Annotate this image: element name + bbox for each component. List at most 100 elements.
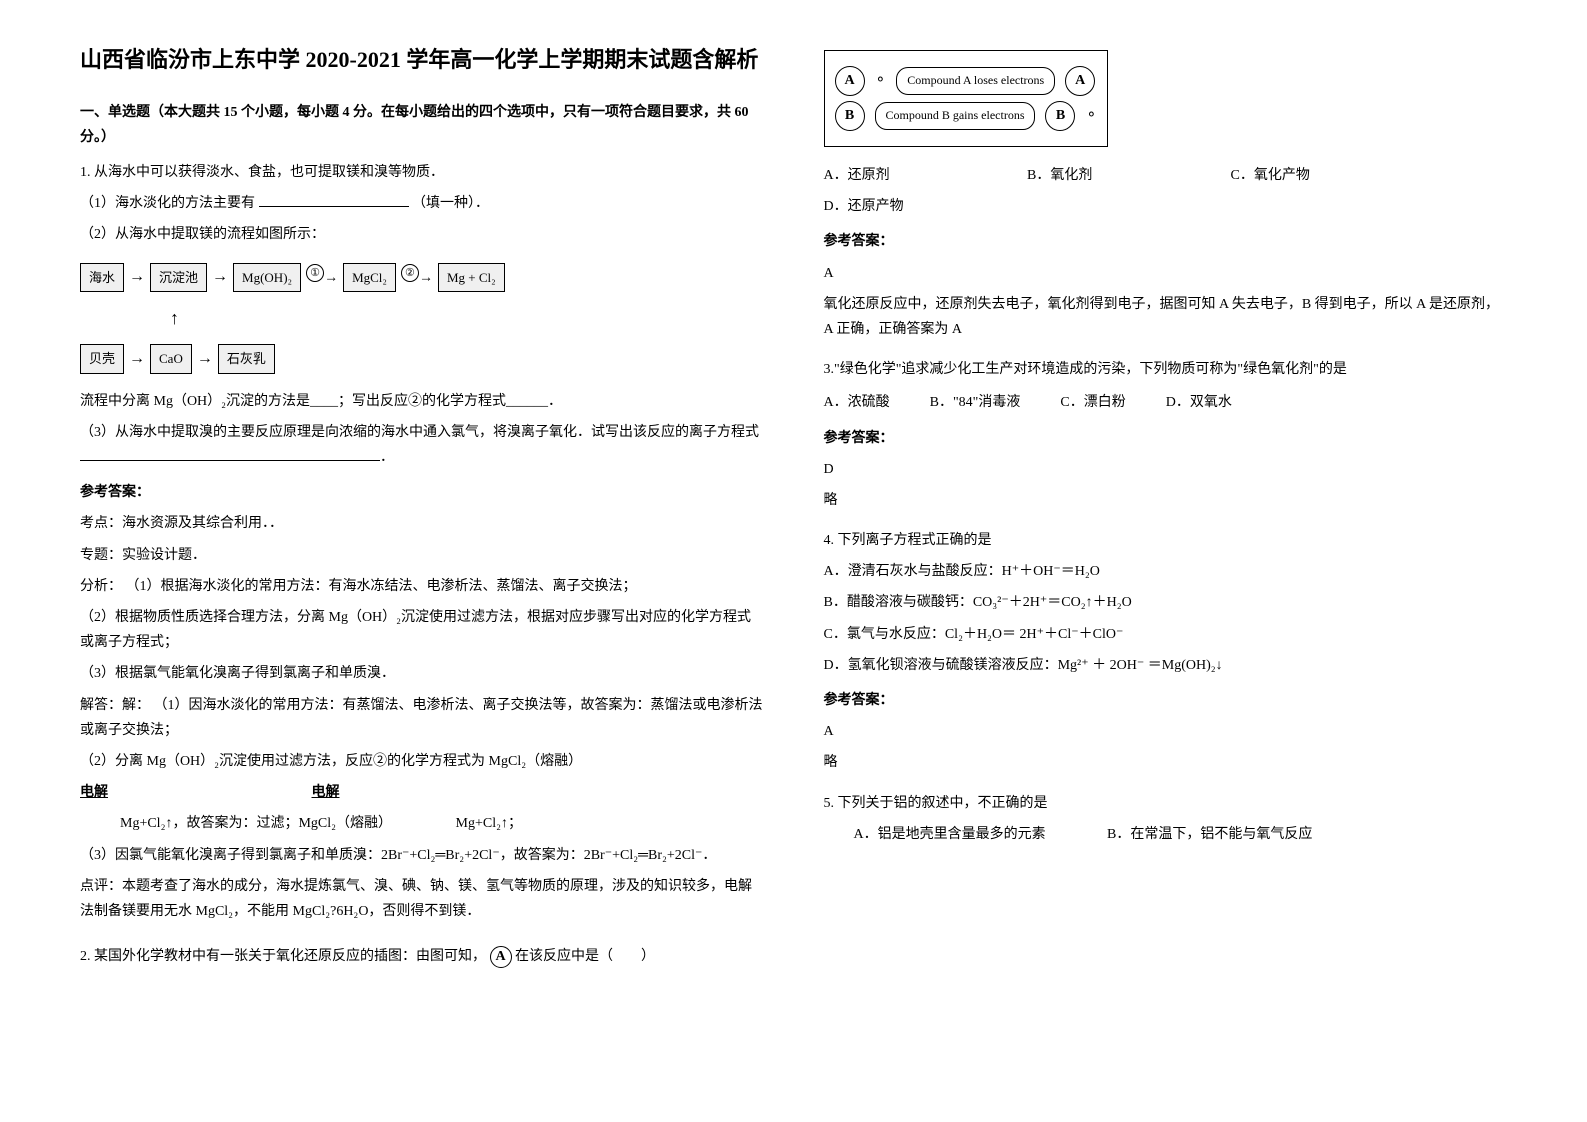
circle-1: ①→ — [306, 264, 338, 291]
q1-sub1-suffix: （填一种）． — [412, 196, 489, 211]
q2-opt-a: A．还原剂 — [824, 163, 1024, 188]
q1-solve1-text: （1）因海水淡化的常用方法：有蒸馏法、电渗析法、离子交换法等，故答案为：蒸馏法或… — [80, 698, 763, 738]
q3-options: A．浓硫酸 B．"84"消毒液 C．漂白粉 D．双氧水 — [824, 390, 1508, 415]
flow-box-lime: 石灰乳 — [218, 344, 275, 373]
q4-stem: 4. 下列离子方程式正确的是 — [824, 528, 1508, 553]
q4-answer: A — [824, 719, 1508, 744]
q4-opt-b: B．醋酸溶液与碳酸钙：CO₃²⁻＋2H⁺＝CO₂↑＋H₂O — [824, 590, 1508, 615]
redox-circle-a-right: A — [1065, 66, 1095, 96]
q4-opt-c: C．氯气与水反应：Cl₂＋H₂O＝ 2H⁺＋Cl⁻＋ClO⁻ — [824, 622, 1508, 647]
redox-circle-a-left: A — [835, 66, 865, 96]
flow-box-mg: Mg + Cl₂ — [438, 263, 505, 292]
q1-solve3: （3）因氯气能氧化溴离子得到氯离子和单质溴：2Br⁻+Cl₂═Br₂+2Cl⁻，… — [80, 843, 764, 868]
q3-answer: D — [824, 457, 1508, 482]
q2-answer-label: 参考答案： — [824, 229, 1508, 254]
flow-box-pond: 沉淀池 — [150, 263, 207, 292]
flow-box-seawater: 海水 — [80, 263, 124, 292]
redox-row-b: B Compound B gains electrons B ⚬ — [835, 101, 1098, 131]
flow-diagram: 海水 → 沉淀池 → Mg(OH)₂ ①→ MgCl₂ ②→ Mg + Cl₂ … — [80, 263, 764, 374]
arrow-icon: → — [197, 345, 213, 374]
electrolysis-1: 电解 — [80, 785, 108, 800]
q3-opt-d: D．双氧水 — [1166, 390, 1232, 415]
q1-solve1: 解答：解： （1）因海水淡化的常用方法：有蒸馏法、电渗析法、离子交换法等，故答案… — [80, 693, 764, 743]
compound-a-label: Compound A loses electrons — [896, 67, 1055, 95]
q3-answer-label: 参考答案： — [824, 426, 1508, 451]
circle-2: ②→ — [401, 264, 433, 291]
blank-line — [80, 460, 380, 461]
q1-sub1: （1）海水淡化的方法主要有 （填一种）． — [80, 191, 764, 216]
electrolysis-row: 电解 电解 — [80, 780, 764, 805]
q2-stem: 2. 某国外化学教材中有一张关于氧化还原反应的插图：由图可知， — [80, 949, 486, 964]
q1-sub3-text: （3）从海水中提取溴的主要反应原理是向浓缩的海水中通入氯气，将溴离子氧化．试写出… — [80, 425, 759, 440]
q1-analysis1-text: （1）根据海水淡化的常用方法：有海水冻结法、电渗析法、蒸馏法、离子交换法； — [126, 579, 637, 594]
left-column: 山西省临汾市上东中学 2020-2021 学年高一化学上学期期末试题含解析 一、… — [80, 40, 764, 975]
q3-opt-a: A．浓硫酸 — [824, 390, 890, 415]
flow-box-cao: CaO — [150, 344, 192, 373]
right-column: A ⚬ Compound A loses electrons A B Compo… — [824, 40, 1508, 975]
q3-opt-c: C．漂白粉 — [1060, 390, 1125, 415]
q4-opt-a: A．澄清石灰水与盐酸反应：H⁺＋OH⁻＝H₂O — [824, 559, 1508, 584]
q1-analysis2: （2）根据物质性质选择合理方法，分离 Mg（OH）₂沉淀使用过滤方法，根据对应步… — [80, 605, 764, 655]
q3-opt-b: B．"84"消毒液 — [930, 390, 1021, 415]
blank-line — [259, 206, 409, 207]
q5-stem: 5. 下列关于铝的叙述中，不正确的是 — [824, 791, 1508, 816]
flow-row-1: 海水 → 沉淀池 → Mg(OH)₂ ①→ MgCl₂ ②→ Mg + Cl₂ — [80, 263, 764, 292]
q2-options: A．还原剂 B．氧化剂 C．氧化产物 — [824, 163, 1508, 188]
q1-analysis1: 分析： （1）根据海水淡化的常用方法：有海水冻结法、电渗析法、蒸馏法、离子交换法… — [80, 574, 764, 599]
electron-icon: ⚬ — [875, 68, 887, 93]
redox-circle-b-right: B — [1045, 101, 1075, 131]
q1-topic: 考点：海水资源及其综合利用．． — [80, 511, 764, 536]
q2-stem-suffix: 在该反应中是（ ） — [515, 949, 655, 964]
arrow-icon: → — [129, 345, 145, 374]
q1-sub3: （3）从海水中提取溴的主要反应原理是向浓缩的海水中通入氯气，将溴离子氧化．试写出… — [80, 420, 764, 470]
q1-solve2-end: Mg+Cl₂↑； — [456, 816, 522, 831]
circle-label: ① — [306, 264, 324, 282]
q2-stem-row: 2. 某国外化学教材中有一张关于氧化还原反应的插图：由图可知， A 在该反应中是… — [80, 944, 764, 969]
q2-explanation: 氧化还原反应中，还原剂失去电子，氧化剂得到电子，据图可知 A 失去电子，B 得到… — [824, 292, 1508, 342]
up-arrow-icon: ↑ — [170, 302, 764, 334]
q5-opt-b: B．在常温下，铝不能与氧气反应 — [1107, 827, 1312, 842]
redox-circle-b-left: B — [835, 101, 865, 131]
q1-sub2-text: 流程中分离 Mg（OH）₂沉淀的方法是____；写出反应②的化学方程式_____… — [80, 389, 764, 414]
flow-row-2: 贝壳 → CaO → 石灰乳 — [80, 344, 764, 373]
redox-label-a: Compound A loses electrons — [896, 67, 1055, 95]
q3-explanation: 略 — [824, 488, 1508, 513]
arrow-icon: → — [212, 263, 228, 292]
q1-solve2-cont: Mg+Cl₂↑，故答案为：过滤；MgCl₂（熔融） Mg+Cl₂↑； — [80, 811, 764, 836]
compound-b-label: Compound B gains electrons — [875, 102, 1036, 130]
flow-box-mgcl: MgCl₂ — [343, 263, 396, 292]
redox-label-b: Compound B gains electrons — [875, 102, 1036, 130]
q1-solve2: （2）分离 Mg（OH）₂沉淀使用过滤方法，反应②的化学方程式为 MgCl₂（熔… — [80, 749, 764, 774]
q1-subject: 专题：实验设计题． — [80, 543, 764, 568]
q4-opt-d: D．氢氧化钡溶液与硫酸镁溶液反应：Mg²⁺ ＋ 2OH⁻ ＝Mg(OH)₂↓ — [824, 653, 1508, 678]
solve-label: 解答：解： — [80, 698, 150, 713]
q5-options: A．铝是地壳里含量最多的元素 B．在常温下，铝不能与氧气反应 — [854, 822, 1508, 847]
electron-icon: ⚬ — [1085, 103, 1097, 128]
instructions: 一、单选题（本大题共 15 个小题，每小题 4 分。在每小题给出的四个选项中，只… — [80, 100, 764, 150]
flow-box-mgoh: Mg(OH)₂ — [233, 263, 301, 292]
q1-stem: 1. 从海水中可以获得淡水、食盐，也可提取镁和溴等物质． — [80, 160, 764, 185]
q2-opt-c: C．氧化产物 — [1231, 168, 1310, 183]
q1-sub2: （2）从海水中提取镁的流程如图所示： — [80, 222, 764, 247]
circle-label: ② — [401, 264, 419, 282]
q2-opt-b: B．氧化剂 — [1027, 163, 1227, 188]
q1-analysis3: （3）根据氯气能氧化溴离子得到氯离子和单质溴． — [80, 661, 764, 686]
q2-opt-d: D．还原产物 — [824, 194, 1508, 219]
q4-explanation: 略 — [824, 750, 1508, 775]
q1-comment: 点评：本题考查了海水的成分，海水提炼氯气、溴、碘、钠、镁、氢气等物质的原理，涉及… — [80, 874, 764, 924]
q4-answer-label: 参考答案： — [824, 688, 1508, 713]
q5-opt-a: A．铝是地壳里含量最多的元素 — [854, 822, 1104, 847]
flow-box-shell: 贝壳 — [80, 344, 124, 373]
redox-row-a: A ⚬ Compound A loses electrons A — [835, 66, 1098, 96]
page-title: 山西省临汾市上东中学 2020-2021 学年高一化学上学期期末试题含解析 — [80, 40, 764, 80]
q3-stem: 3."绿色化学"追求减少化工生产对环境造成的污染，下列物质可称为"绿色氧化剂"的… — [824, 357, 1508, 382]
analysis-label: 分析： — [80, 579, 122, 594]
arrow-icon: → — [129, 263, 145, 292]
redox-diagram: A ⚬ Compound A loses electrons A B Compo… — [824, 50, 1109, 147]
q1-sub1-text: （1）海水淡化的方法主要有 — [80, 196, 255, 211]
q1-solve2-cont-text: Mg+Cl₂↑，故答案为：过滤；MgCl₂（熔融） — [120, 816, 392, 831]
q2-answer: A — [824, 261, 1508, 286]
inline-circle-a: A — [490, 946, 512, 968]
electrolysis-2: 电解 — [312, 785, 340, 800]
answer-label: 参考答案： — [80, 480, 764, 505]
